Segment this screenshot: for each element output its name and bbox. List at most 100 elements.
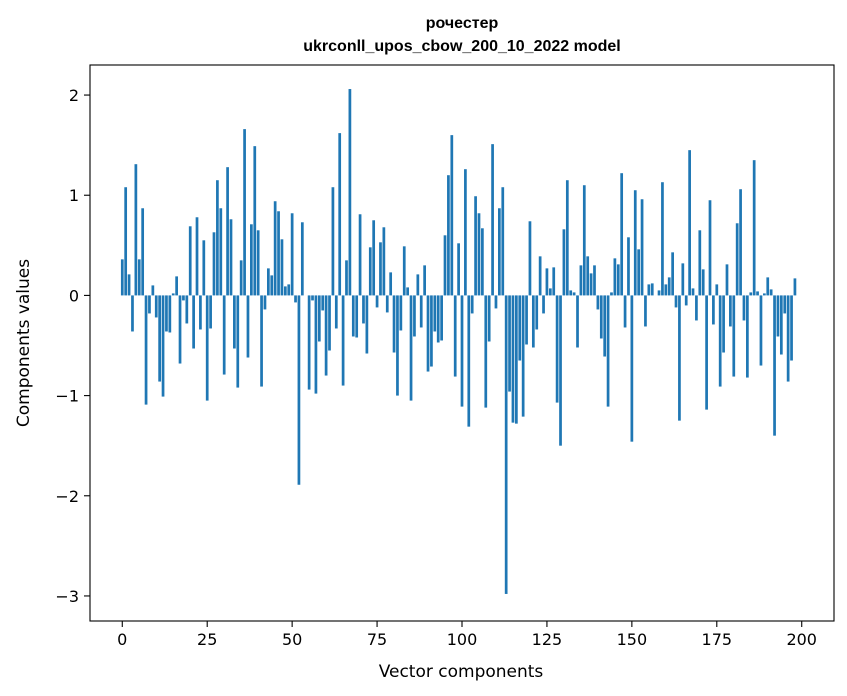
bar: [640, 199, 644, 296]
bar: [178, 295, 182, 364]
bar: [467, 295, 471, 427]
bar: [732, 295, 736, 377]
bar: [722, 295, 725, 353]
bar: [521, 295, 525, 417]
bar: [419, 295, 423, 328]
bar: [389, 272, 393, 296]
bar: [518, 295, 522, 361]
bar: [188, 226, 192, 296]
bar: [409, 295, 413, 401]
bar: [307, 295, 311, 390]
bar: [695, 295, 698, 321]
bar: [137, 259, 141, 296]
bar: [154, 295, 158, 318]
bar: [773, 295, 776, 436]
bar: [501, 187, 505, 296]
bar: [657, 290, 661, 296]
bar: [708, 200, 712, 296]
bar: [195, 217, 199, 296]
bar: [528, 221, 532, 296]
x-tick-label: 200: [786, 630, 817, 649]
bar: [124, 187, 128, 296]
bar: [290, 213, 294, 296]
y-tick-label: 2: [69, 86, 79, 105]
bar: [334, 295, 338, 329]
bar: [416, 274, 420, 296]
bar: [661, 182, 664, 296]
bar: [735, 223, 739, 296]
bar: [582, 185, 586, 296]
bar: [436, 295, 440, 343]
bar: [779, 295, 783, 355]
bar: [134, 164, 138, 296]
y-tick-label: 1: [69, 186, 79, 205]
bar: [616, 264, 620, 296]
bar: [545, 268, 549, 296]
bar: [559, 295, 562, 446]
bar: [542, 295, 545, 314]
bar: [222, 295, 226, 375]
bar: [572, 292, 576, 296]
bar: [470, 295, 474, 314]
bar: [314, 295, 318, 394]
bar: [280, 239, 284, 296]
bar: [161, 295, 165, 397]
bar: [440, 295, 443, 341]
y-axis-label: Components values: [14, 259, 34, 427]
bar: [739, 189, 742, 296]
bar: [515, 295, 518, 424]
bar: [372, 220, 376, 296]
bar: [351, 295, 355, 337]
bar: [348, 89, 352, 296]
bar: [171, 293, 175, 296]
bar: [705, 295, 708, 410]
bar: [331, 187, 335, 296]
bar: [531, 295, 535, 348]
bar: [756, 291, 759, 296]
bar: [277, 211, 280, 296]
x-tick-label: 50: [282, 630, 302, 649]
chart-subtitle: ukrconll_upos_cbow_200_10_2022 model: [303, 38, 620, 55]
bar: [212, 232, 216, 296]
bar: [562, 229, 566, 296]
bar: [151, 285, 155, 296]
bar: [647, 284, 651, 296]
bar: [209, 295, 212, 329]
bar: [205, 295, 209, 401]
x-tick-label: 100: [447, 630, 478, 649]
bar: [477, 213, 481, 296]
bar: [447, 175, 450, 296]
y-tick-label: −2: [55, 487, 79, 506]
bar: [688, 150, 691, 296]
bar: [790, 295, 793, 361]
bar: [185, 295, 189, 324]
bar: [338, 133, 342, 296]
x-tick-label: 75: [367, 630, 387, 649]
bar: [402, 246, 406, 296]
bar: [715, 284, 719, 296]
bar: [202, 240, 206, 296]
bar: [144, 295, 148, 405]
bar: [368, 247, 372, 296]
bar: [267, 268, 270, 296]
bar: [644, 295, 647, 327]
bar: [365, 295, 369, 354]
bar: [746, 295, 749, 378]
bar: [535, 295, 539, 330]
bar: [239, 260, 243, 296]
bar: [664, 284, 668, 296]
x-tick-label: 25: [197, 630, 217, 649]
bar: [749, 292, 753, 296]
bar: [603, 295, 607, 357]
bar: [453, 295, 457, 377]
bar: [283, 286, 287, 296]
bar: [633, 190, 637, 296]
bar: [498, 208, 501, 296]
bar: [450, 135, 454, 296]
bar: [317, 295, 321, 342]
bar: [769, 289, 773, 296]
bar: [399, 295, 403, 331]
x-tick-label: 0: [117, 630, 127, 649]
bar: [311, 295, 314, 301]
